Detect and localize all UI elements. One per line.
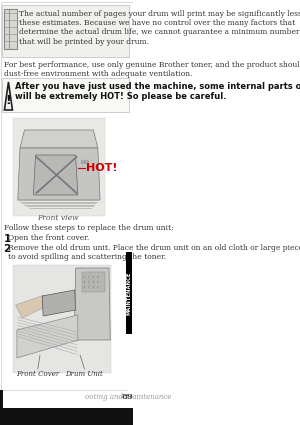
Bar bbox=[13, 118, 104, 216]
Polygon shape bbox=[42, 290, 76, 316]
Text: ooting and Maintenance: ooting and Maintenance bbox=[85, 393, 171, 401]
Text: 89: 89 bbox=[122, 393, 134, 401]
Text: After you have just used the machine, some internal parts of the machine
will be: After you have just used the machine, so… bbox=[15, 82, 300, 102]
Circle shape bbox=[84, 280, 85, 283]
Circle shape bbox=[84, 160, 86, 164]
Polygon shape bbox=[20, 130, 98, 148]
Circle shape bbox=[93, 280, 94, 283]
Bar bbox=[0, 390, 3, 425]
Circle shape bbox=[93, 275, 94, 278]
Circle shape bbox=[97, 280, 98, 283]
Polygon shape bbox=[74, 268, 110, 340]
Text: Open the front cover.: Open the front cover. bbox=[8, 234, 89, 242]
Text: Front Cover: Front Cover bbox=[16, 370, 59, 378]
Circle shape bbox=[97, 286, 98, 289]
Text: The actual number of pages your drum will print may be significantly less than
t: The actual number of pages your drum wil… bbox=[19, 10, 300, 45]
Bar bbox=[4, 9, 17, 49]
Bar bbox=[82, 272, 104, 292]
Text: MAINTENANCE: MAINTENANCE bbox=[127, 271, 132, 315]
Text: For best performance, use only genuine Brother toner, and the product should be : For best performance, use only genuine B… bbox=[4, 61, 300, 78]
Text: 2: 2 bbox=[4, 244, 11, 254]
Circle shape bbox=[88, 286, 90, 289]
Circle shape bbox=[88, 280, 90, 283]
Polygon shape bbox=[4, 82, 13, 110]
Text: !: ! bbox=[6, 94, 11, 107]
Text: Drum Unit: Drum Unit bbox=[66, 370, 104, 378]
Polygon shape bbox=[18, 148, 100, 200]
Circle shape bbox=[84, 275, 85, 278]
Bar bbox=[0, 408, 134, 425]
Bar bbox=[13, 265, 111, 373]
Bar bbox=[2, 78, 129, 112]
Bar bbox=[2, 5, 129, 57]
Polygon shape bbox=[33, 155, 78, 195]
Circle shape bbox=[84, 286, 85, 289]
Circle shape bbox=[97, 275, 98, 278]
Text: 1: 1 bbox=[4, 234, 11, 244]
Circle shape bbox=[93, 286, 94, 289]
Text: Remove the old drum unit. Place the drum unit on an old cloth or large piece of : Remove the old drum unit. Place the drum… bbox=[8, 244, 300, 261]
Circle shape bbox=[88, 275, 90, 278]
Circle shape bbox=[87, 160, 88, 164]
Circle shape bbox=[81, 160, 83, 164]
Polygon shape bbox=[17, 315, 78, 358]
Text: Follow these steps to replace the drum unit:: Follow these steps to replace the drum u… bbox=[4, 224, 173, 232]
Polygon shape bbox=[16, 295, 49, 318]
Bar bbox=[126, 252, 132, 334]
Text: HOT!: HOT! bbox=[86, 163, 117, 173]
Text: Front view: Front view bbox=[37, 214, 79, 222]
